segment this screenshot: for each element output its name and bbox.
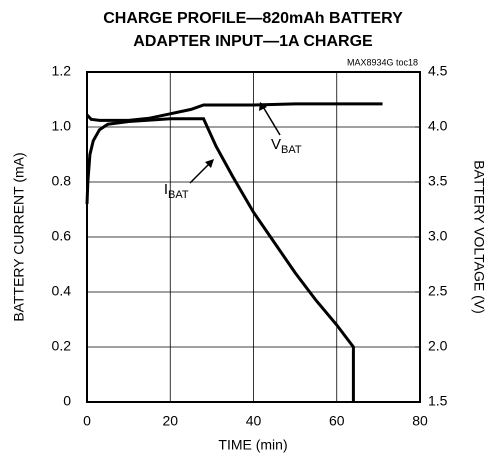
y2-tick-label: 2.5 [428, 283, 448, 299]
x-tick-label: 60 [329, 413, 345, 429]
y-axis-label: BATTERY CURRENT (mA) [11, 152, 27, 321]
y-tick-label: 0.2 [52, 338, 72, 354]
data-line [85, 102, 383, 122]
arrow [189, 161, 212, 184]
series-label-sub: BAT [168, 189, 189, 201]
chart-title: CHARGE PROFILE—820mAh BATTERY [103, 10, 403, 27]
y2-tick-label: 4.5 [428, 63, 448, 79]
y-tick-label: 0 [63, 393, 71, 409]
chart-title: ADAPTER INPUT—1A CHARGE [133, 33, 373, 50]
x-tick-label: 80 [412, 413, 428, 429]
y2-tick-label: 1.5 [428, 393, 448, 409]
y2-tick-label: 3.5 [428, 173, 448, 189]
y-tick-label: 0.4 [52, 283, 72, 299]
x-axis-label: TIME (min) [218, 437, 287, 453]
y2-axis-label: BATTERY VOLTAGE (V) [471, 160, 487, 314]
y-tick-label: 1.0 [52, 118, 72, 134]
data-line [85, 117, 355, 402]
series-label: V [271, 136, 281, 153]
y2-tick-label: 3.0 [428, 228, 448, 244]
y-tick-label: 0.6 [52, 228, 72, 244]
x-tick-label: 0 [83, 413, 91, 429]
series-label-sub: BAT [281, 144, 302, 156]
y2-tick-label: 2.0 [428, 338, 448, 354]
arrow-head [205, 159, 214, 168]
arrow [261, 104, 281, 136]
x-tick-label: 40 [246, 413, 262, 429]
y-tick-label: 1.2 [52, 63, 72, 79]
series-label: I [164, 181, 168, 198]
y-tick-label: 0.8 [52, 173, 72, 189]
x-tick-label: 20 [162, 413, 178, 429]
annotation: MAX8934G toc18 [347, 57, 418, 67]
y2-tick-label: 4.0 [428, 118, 448, 134]
